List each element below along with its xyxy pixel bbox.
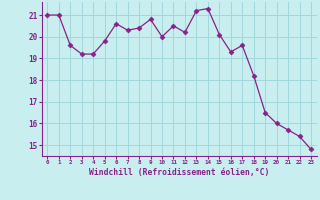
- X-axis label: Windchill (Refroidissement éolien,°C): Windchill (Refroidissement éolien,°C): [89, 168, 269, 177]
